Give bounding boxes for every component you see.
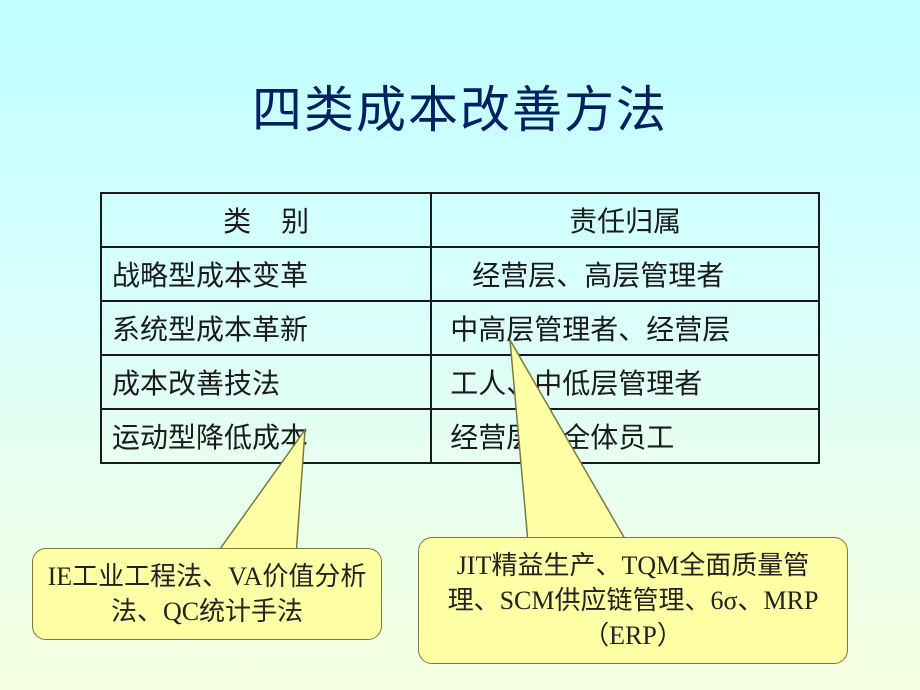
table-row: 成本改善技法 工人、中低层管理者 <box>101 355 819 409</box>
cell-category: 战略型成本变革 <box>101 247 431 301</box>
cell-responsibility: 经营层与全体员工 <box>431 409 819 463</box>
callout-left: IE工业工程法、VA价值分析法、QC统计手法 <box>32 548 382 640</box>
callout-right: JIT精益生产、TQM全面质量管理、SCM供应链管理、6σ、MRP（ERP） <box>418 537 848 664</box>
slide-title: 四类成本改善方法 <box>0 0 920 192</box>
table-row: 战略型成本变革 经营层、高层管理者 <box>101 247 819 301</box>
header-responsibility: 责任归属 <box>431 193 819 247</box>
table-row: 系统型成本革新 中高层管理者、经营层 <box>101 301 819 355</box>
cell-responsibility: 工人、中低层管理者 <box>431 355 819 409</box>
cell-category: 运动型降低成本 <box>101 409 431 463</box>
methods-table: 类别 责任归属 战略型成本变革 经营层、高层管理者 系统型成本革新 中高层管理者… <box>100 192 820 464</box>
cell-responsibility: 中高层管理者、经营层 <box>431 301 819 355</box>
cell-category: 成本改善技法 <box>101 355 431 409</box>
methods-table-wrap: 类别 责任归属 战略型成本变革 经营层、高层管理者 系统型成本革新 中高层管理者… <box>100 192 820 464</box>
header-category: 类别 <box>101 193 431 247</box>
cell-responsibility: 经营层、高层管理者 <box>431 247 819 301</box>
table-row: 运动型降低成本 经营层与全体员工 <box>101 409 819 463</box>
cell-category: 系统型成本革新 <box>101 301 431 355</box>
table-header-row: 类别 责任归属 <box>101 193 819 247</box>
